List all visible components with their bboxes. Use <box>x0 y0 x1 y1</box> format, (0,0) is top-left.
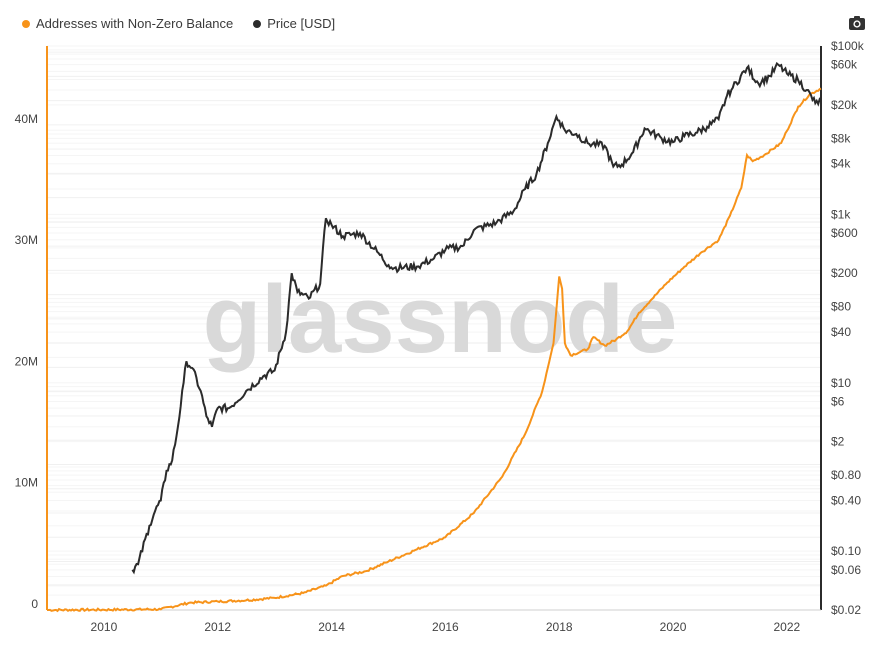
x-tick-label: 2014 <box>318 620 345 634</box>
y-right-tick-label: $8k <box>831 131 851 145</box>
legend: Addresses with Non-Zero Balance Price [U… <box>22 16 335 31</box>
y-right-tick-label: $60k <box>831 58 858 72</box>
y-right-tick-label: $20k <box>831 98 858 112</box>
x-ticks: 2010 2012 2014 2016 2018 2020 2022 <box>91 620 801 634</box>
y-right-tick-label: $600 <box>831 226 858 240</box>
watermark: glassnode <box>203 266 678 373</box>
y-right-tick-label: $6 <box>831 394 845 408</box>
y-right-tick-label: $4k <box>831 157 851 171</box>
camera-icon[interactable] <box>848 14 866 32</box>
y-right-tick-label: $200 <box>831 266 858 280</box>
y-right-tick-label: $2 <box>831 435 845 449</box>
dark-dot-icon <box>253 19 262 28</box>
legend-item-price[interactable]: Price [USD] <box>253 16 335 31</box>
series-line-price <box>131 61 822 575</box>
y-right-tick-label: $40 <box>831 325 851 339</box>
y-right-tick-label: $100k <box>831 39 865 53</box>
y-left-ticks: 0 10M 20M 30M 40M <box>15 112 39 611</box>
x-tick-label: 2012 <box>204 620 231 634</box>
y-left-tick-label: 10M <box>15 476 38 490</box>
y-right-tick-label: $0.06 <box>831 563 861 577</box>
y-right-tick-label: $80 <box>831 300 851 314</box>
y-right-tick-label: $0.40 <box>831 493 861 507</box>
y-left-tick-label: 40M <box>15 112 38 126</box>
series-line-addresses <box>47 87 822 613</box>
x-tick-label: 2018 <box>546 620 573 634</box>
y-right-tick-label: $0.02 <box>831 603 861 617</box>
x-tick-label: 2022 <box>774 620 801 634</box>
x-tick-label: 2010 <box>91 620 118 634</box>
legend-item-addresses[interactable]: Addresses with Non-Zero Balance <box>22 16 233 31</box>
y-right-tick-label: $1k <box>831 207 851 221</box>
y-right-ticks: $0.02 $0.06 $0.10 $0.40 $0.80 $2 $6 $10 $40 $80 $2… <box>831 39 865 617</box>
legend-label-addresses: Addresses with Non-Zero Balance <box>36 16 234 31</box>
y-right-tick-label: $10 <box>831 376 851 390</box>
x-tick-label: 2016 <box>432 620 459 634</box>
x-tick-label: 2020 <box>660 620 687 634</box>
y-left-tick-label: 30M <box>15 233 38 247</box>
y-right-tick-label: $0.10 <box>831 544 861 558</box>
y-left-tick-label: 20M <box>15 354 38 368</box>
legend-label-price: Price [USD] <box>267 16 336 31</box>
orange-dot-icon <box>22 19 30 28</box>
y-right-tick-label: $0.80 <box>831 468 861 482</box>
y-left-tick-label: 0 <box>31 597 38 611</box>
